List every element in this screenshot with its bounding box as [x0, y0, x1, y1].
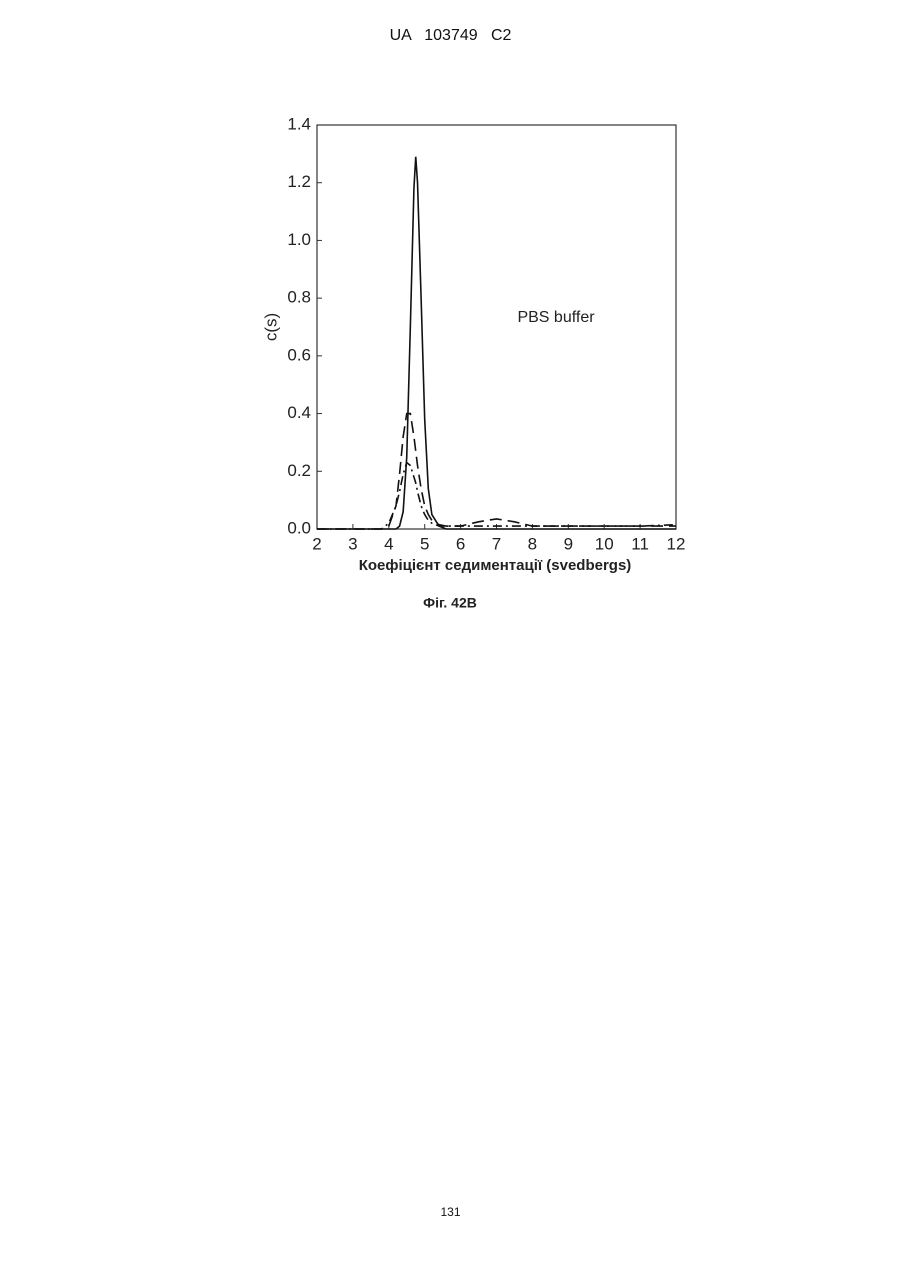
y-tick-label: 1.2	[287, 172, 311, 191]
y-tick-label: 1.4	[287, 114, 311, 133]
y-tick-label: 0.2	[287, 461, 311, 480]
page-number: 131	[0, 1205, 901, 1219]
y-tick-label: 0.6	[287, 345, 311, 364]
plot-frame	[317, 125, 676, 529]
x-tick-label: 2	[312, 534, 321, 553]
y-tick-label: 0.8	[287, 288, 311, 307]
x-tick-label: 7	[492, 534, 501, 553]
data-line	[317, 157, 676, 529]
x-tick-label: 5	[420, 534, 429, 553]
x-tick-label: 3	[348, 534, 357, 553]
x-tick-label: 6	[456, 534, 465, 553]
chart: c(s) Коефіцієнт седиментації (svedbergs)…	[0, 0, 901, 640]
y-tick-label: 1.0	[287, 230, 311, 249]
x-tick-label: 8	[528, 534, 537, 553]
figure-caption: Фіг. 42В	[423, 595, 477, 611]
x-tick-label: 11	[631, 534, 649, 553]
annotation: PBS buffer	[517, 309, 595, 326]
y-tick-label: 0.4	[287, 403, 311, 422]
x-tick-label: 9	[564, 534, 573, 553]
x-tick-label: 4	[384, 534, 393, 553]
data-line	[317, 414, 676, 529]
page: UA 103749 C2 c(s) Коефіцієнт седиментаці…	[0, 0, 901, 1273]
x-tick-label: 12	[667, 534, 686, 553]
y-tick-label: 0.0	[287, 518, 311, 537]
y-axis-label: c(s)	[261, 313, 280, 341]
x-axis-label: Коефіцієнт седиментації (svedbergs)	[359, 557, 632, 574]
x-tick-label: 10	[595, 534, 614, 553]
